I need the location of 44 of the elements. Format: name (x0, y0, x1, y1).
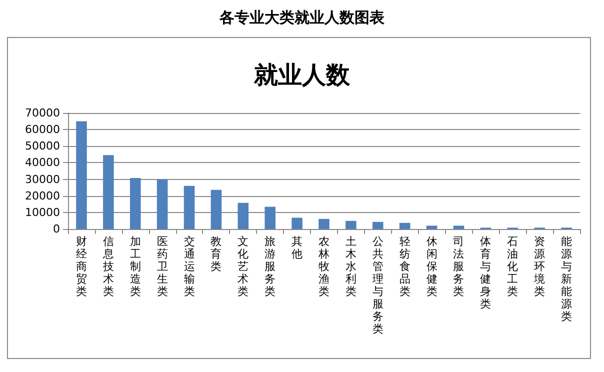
x-tick-label: 交通运输类 (184, 234, 195, 298)
x-tick-label: 信息技术类 (102, 234, 114, 298)
x-tick-label: 土木水利类 (345, 234, 356, 298)
x-tick-label: 财经商贸类 (76, 234, 87, 298)
bar (238, 202, 249, 229)
x-tick-label: 文化艺术类 (238, 234, 249, 298)
y-tick-label: 50000 (25, 140, 60, 153)
y-tick-label: 60000 (25, 123, 60, 136)
bar (76, 121, 87, 229)
bar (130, 178, 141, 229)
x-tick-label: 医药卫生类 (156, 234, 168, 298)
x-tick-label: 加工制造类 (130, 234, 141, 298)
x-tick-label: 司法服务类 (453, 234, 464, 298)
bar (103, 155, 114, 229)
bar (372, 222, 384, 229)
y-tick-label: 40000 (25, 156, 60, 170)
bar (210, 190, 222, 229)
x-tick-label: 休闲保健类 (426, 234, 438, 298)
bar (264, 206, 276, 229)
y-tick-label: 70000 (25, 106, 60, 120)
y-tick-label: 20000 (25, 189, 60, 202)
x-tick-label: 能源与新能源类 (561, 234, 572, 323)
chart-subtitle: 就业人数 (253, 61, 351, 89)
x-tick-label: 石油化工类 (507, 234, 518, 298)
bar (156, 179, 168, 229)
x-tick-label: 农林牧渔类 (318, 234, 330, 298)
x-tick-label: 其他 (292, 234, 303, 260)
bar (184, 186, 195, 229)
bar (453, 226, 464, 229)
x-tick-label: 轻纺食品类 (399, 234, 410, 298)
bar (399, 222, 410, 229)
bar (426, 226, 438, 229)
bar (292, 218, 302, 229)
x-tick-label: 教育类 (210, 234, 222, 273)
y-tick-label: 10000 (25, 206, 60, 219)
x-tick-label: 公共管理与服务类 (372, 234, 384, 336)
x-tick-label: 资源环境类 (533, 234, 546, 298)
x-tick-label: 旅游服务类 (264, 234, 276, 298)
bar (318, 218, 330, 229)
y-tick-label: 0 (53, 222, 60, 236)
chart-title: 各专业大类就业人数图表 (218, 10, 386, 26)
y-tick-label: 30000 (25, 172, 60, 186)
bar (346, 220, 356, 229)
x-tick-label: 体育与健身类 (480, 234, 492, 310)
